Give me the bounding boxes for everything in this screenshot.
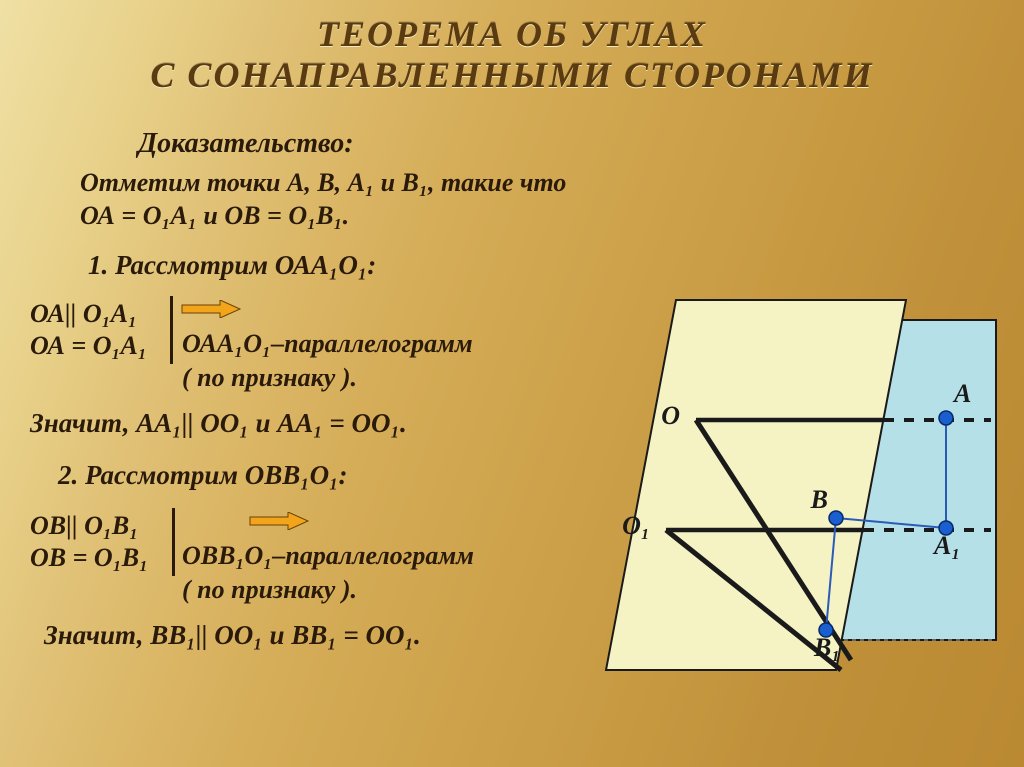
consq1: Значит, АА₁|| ОО₁ и АА₁ = ОО₁. [30,408,407,439]
bracket-2 [172,508,175,576]
pt-A [939,411,953,425]
proof-heading: Доказательство: [138,128,354,160]
arrow-icon-2 [248,512,310,530]
bracket-1 [170,296,173,364]
intro-line-2: ОА = О₁А₁ и ОВ = О₁В₁. [80,200,349,233]
label-B: В [810,485,828,514]
label-A: А [952,379,971,408]
res1b: ( по признаку ). [182,362,357,395]
cond2a: ОВ|| О₁В₁ [30,510,138,543]
label-O: О [661,401,680,430]
label-B1: В₁ [813,633,840,662]
pt-B [829,511,843,525]
arrow-icon-1 [180,300,242,318]
cond1a: ОА|| О₁А₁ [30,298,137,331]
res1a: ОАА₁О₁–параллелограмм [182,328,473,361]
label-A1: А₁ [932,531,960,560]
cond2b: ОВ = О₁В₁ [30,542,148,575]
geometry-diagram: О А О₁ А₁ В В₁ [636,300,1006,680]
cond1b: ОА = О₁А₁ [30,330,147,363]
consq2: Значит, ВВ₁|| ОО₁ и ВВ₁ = ОО₁. [44,620,421,651]
intro-line-1: Отметим точки А, В, А₁ и В₁, такие что [80,167,566,200]
label-O1: О₁ [622,511,650,540]
slide-title: ТЕОРЕМА ОБ УГЛАХ С СОНАПРАВЛЕННЫМИ СТОРО… [0,0,1024,97]
res2a: ОВВ₁О₁–параллелограмм [182,540,474,573]
res2b: ( по признаку ). [182,574,357,607]
step2-title: 2. Рассмотрим ОВВ₁О₁: [58,460,348,491]
step1-title: 1. Рассмотрим ОАА₁О₁: [88,250,376,281]
